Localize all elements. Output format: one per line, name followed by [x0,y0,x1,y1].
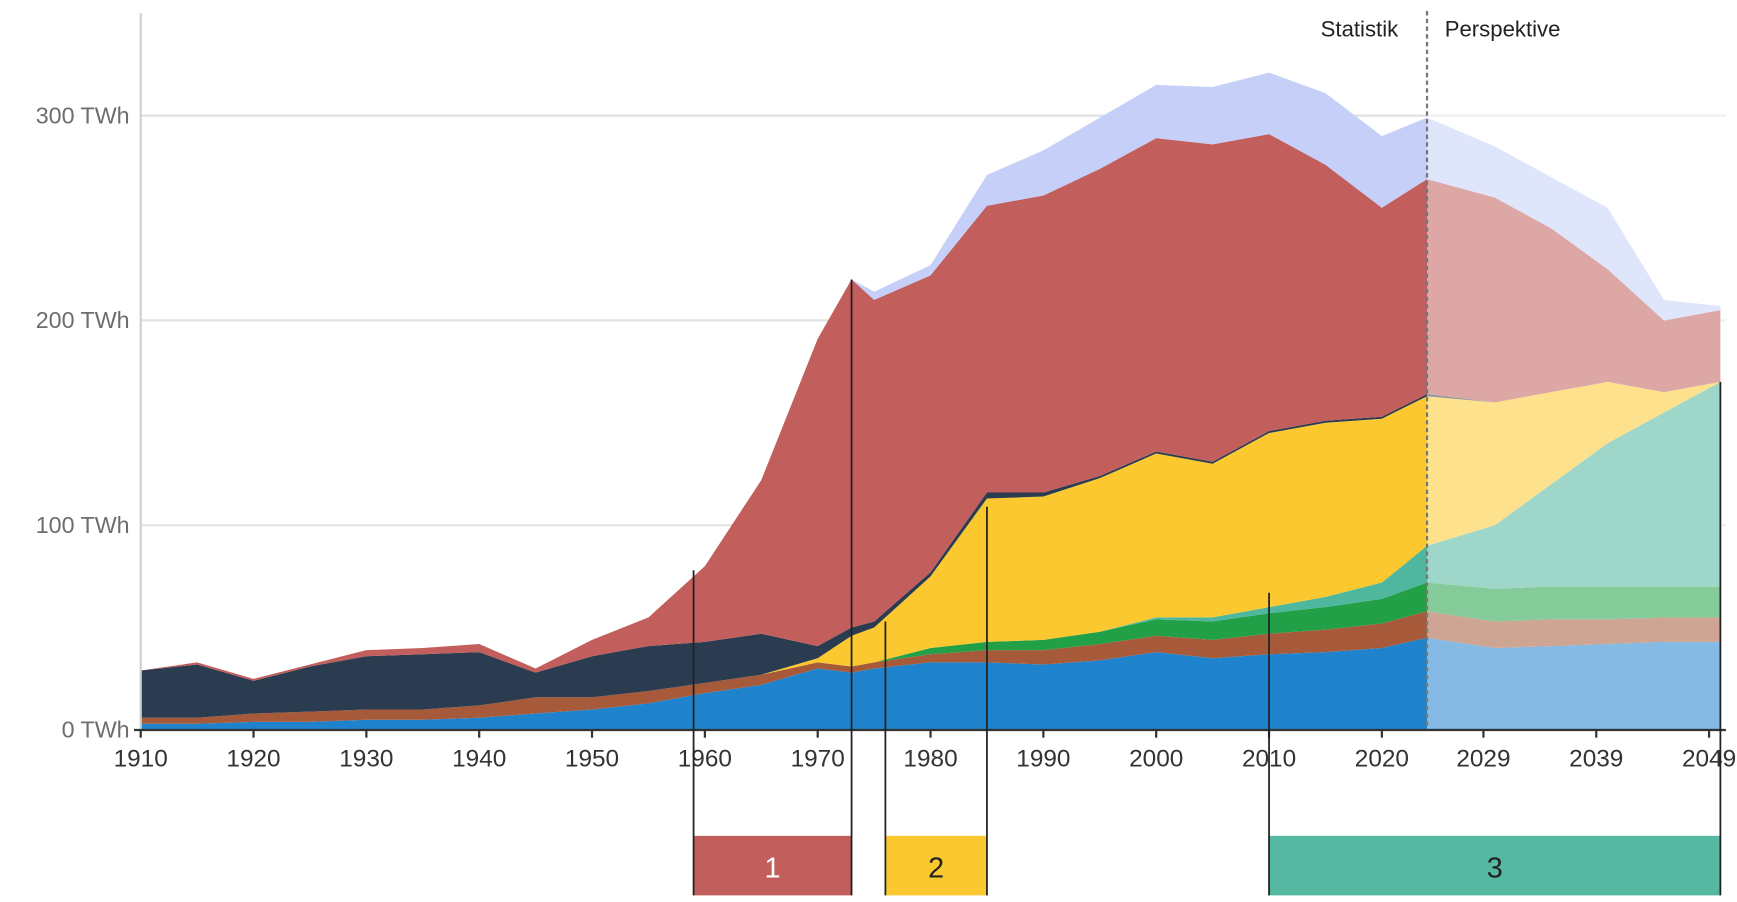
area [140,611,1721,724]
x-tick-label: 2000 [1129,745,1183,772]
perspective-fade [1427,0,1737,729]
x-tick-label: 1960 [678,745,732,772]
divider-label: Perspektive [1445,16,1561,41]
x-tick-label: 1920 [226,745,280,772]
period-label: 2 [928,853,944,885]
x-tick-label: 1990 [1016,745,1070,772]
period-label: 3 [1487,853,1503,885]
x-tick-label: 1950 [565,745,619,772]
period-box [1269,835,1721,896]
x-tick-label: 2020 [1355,745,1409,772]
period-label: 1 [765,853,781,885]
x-tick-label: 1910 [114,745,168,772]
x-tick-label: 2049 [1682,745,1736,772]
x-tick-label: 2029 [1456,745,1510,772]
divider-label: Statistik [1321,16,1399,41]
x-tick-label: 1930 [339,745,393,772]
y-tick-label: 100 TWh [36,512,130,538]
period-box [693,835,852,896]
area [140,381,1721,718]
area [140,582,1721,718]
y-tick-label: 0 TWh [62,717,130,743]
x-tick-label: 1940 [452,745,506,772]
y-tick-label: 200 TWh [36,307,130,333]
area [140,637,1721,730]
y-tick-label: 300 TWh [36,102,130,128]
period-box [885,835,987,896]
x-tick-label: 1970 [791,745,845,772]
x-tick-label: 2039 [1569,745,1623,772]
area [140,134,1721,681]
area [140,381,1721,718]
x-tick-label: 1980 [903,745,957,772]
